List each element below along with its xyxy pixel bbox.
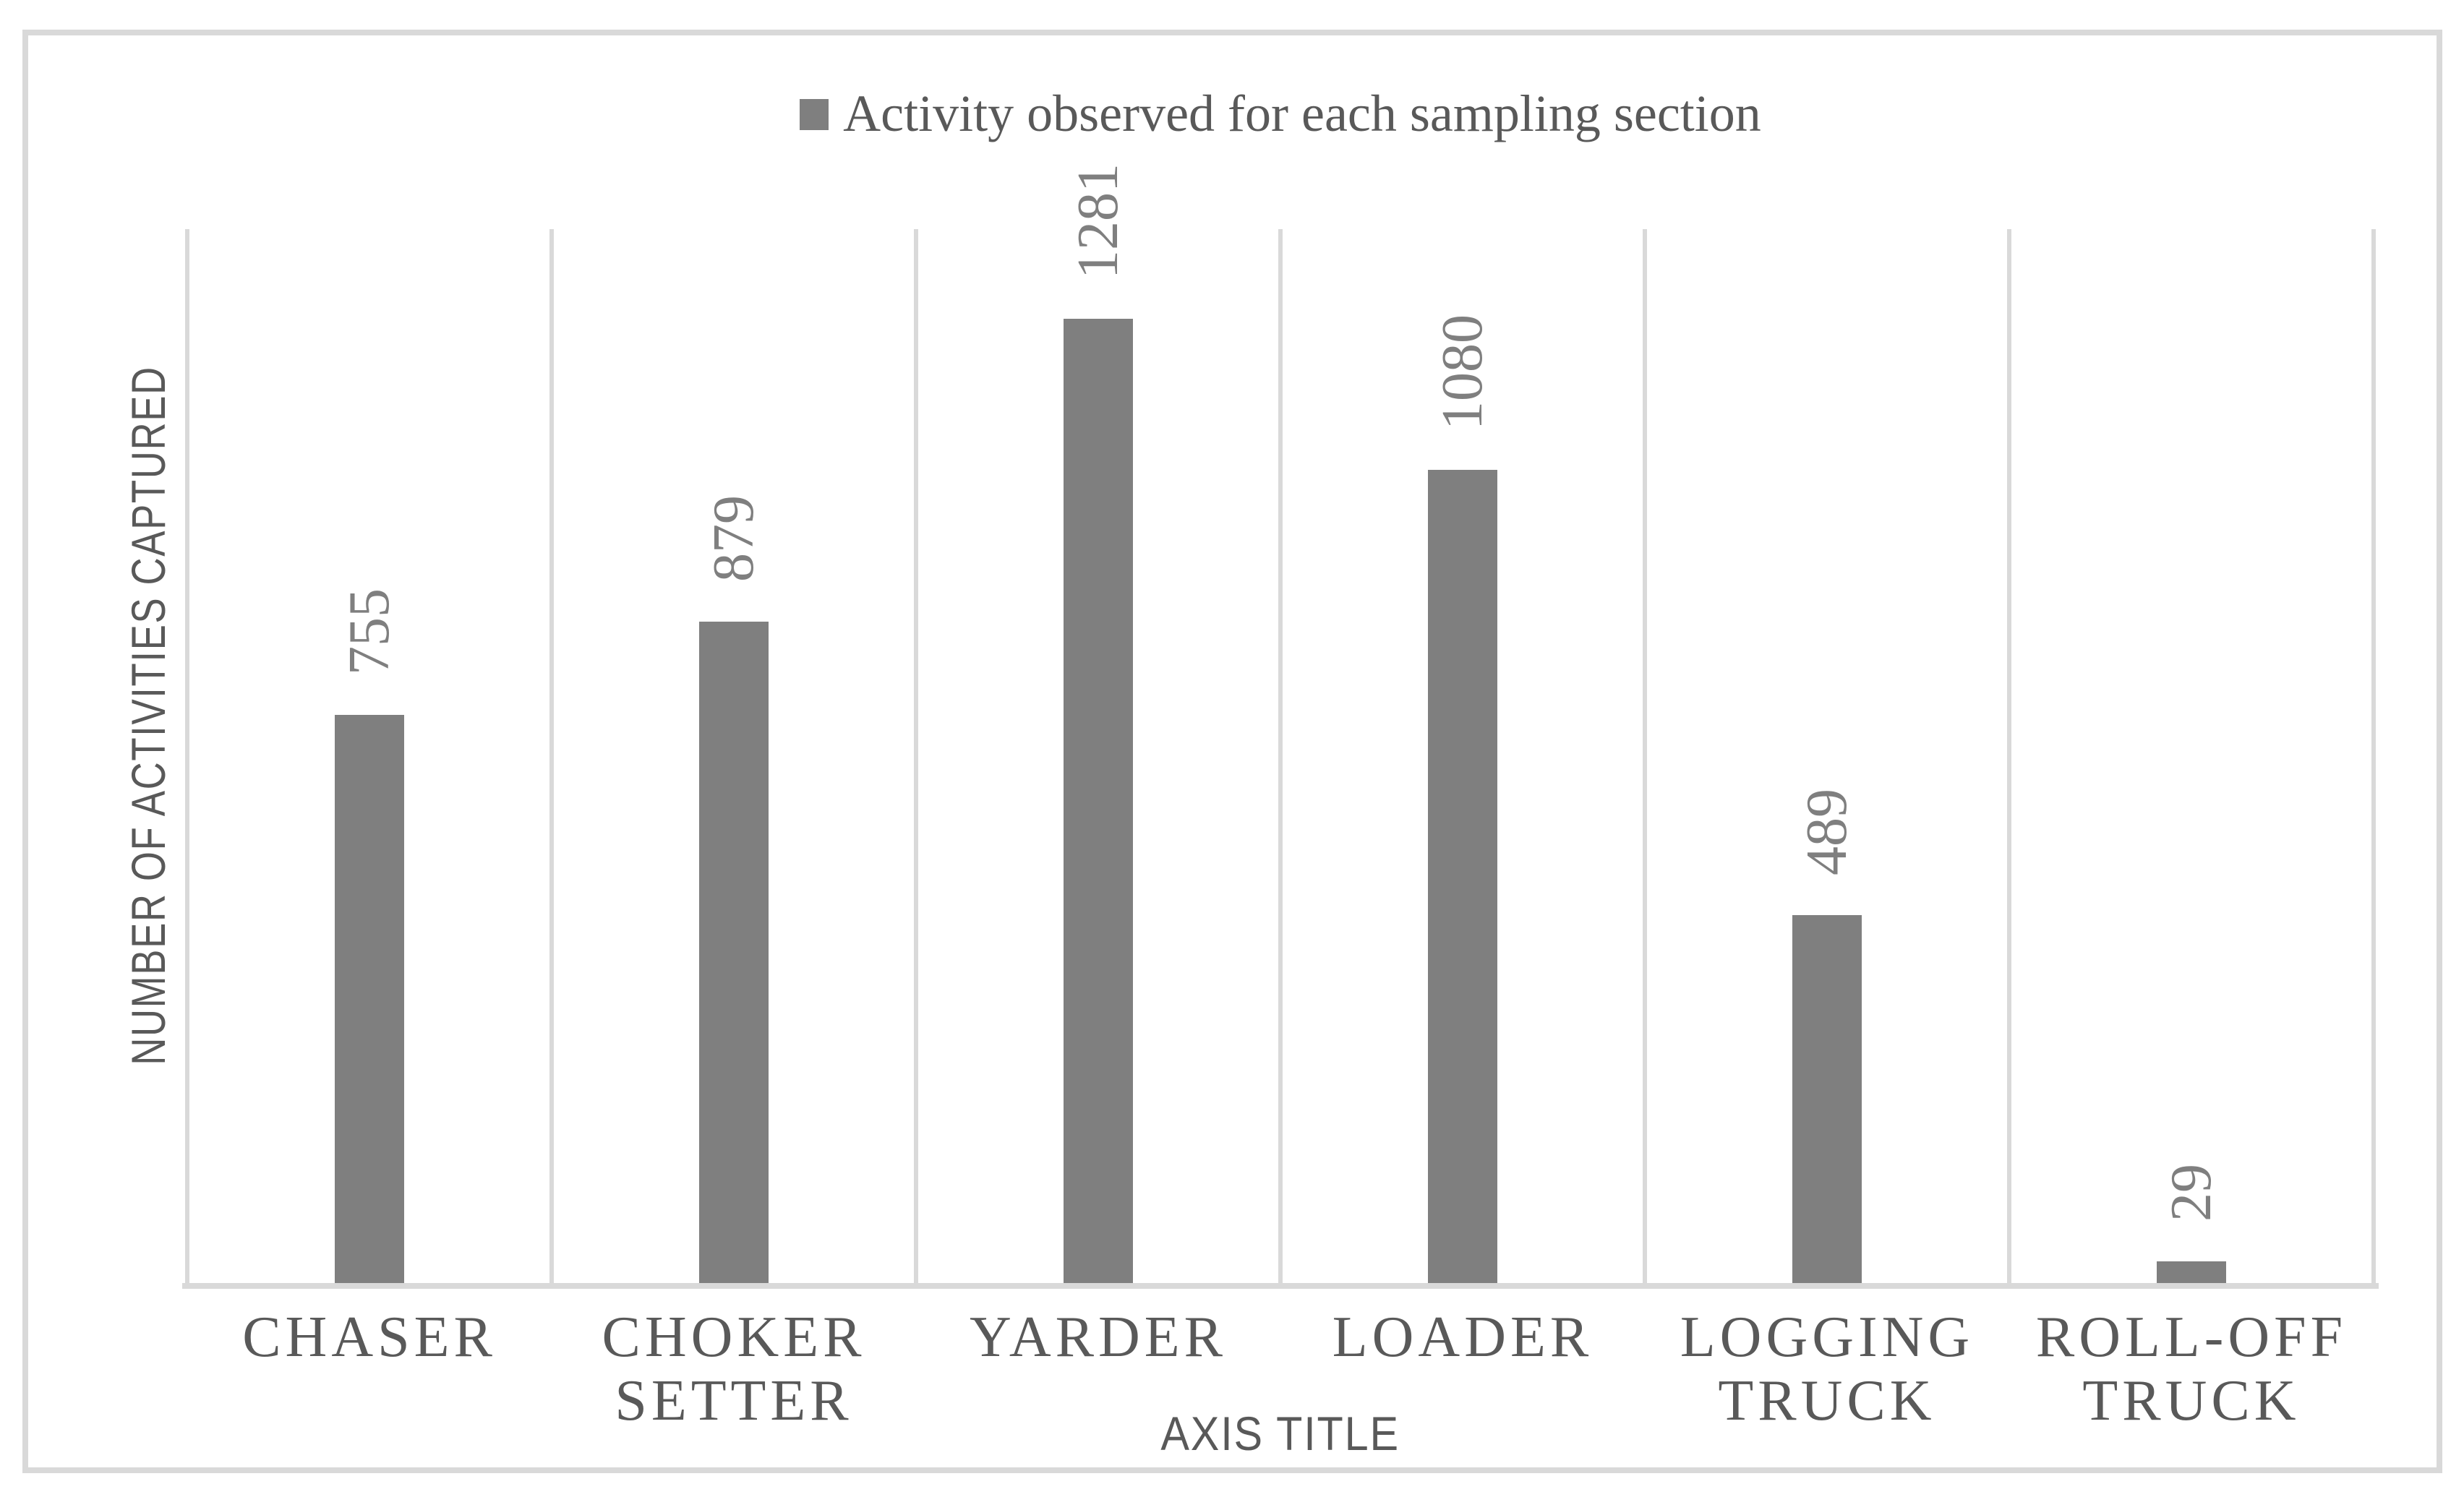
category-label: LOGGING TRUCK: [1680, 1305, 1975, 1433]
y-axis-title-text: NUMBER OF ACTIVITIES CAPTURED: [121, 366, 175, 1065]
bar: [2157, 1261, 2226, 1283]
gridline: [2371, 229, 2376, 1283]
gridline: [1278, 229, 1283, 1283]
category-label: YARDER: [969, 1305, 1228, 1369]
bar: [335, 715, 404, 1283]
category-label: CHOKER SETTER: [602, 1305, 866, 1433]
gridline: [185, 229, 189, 1283]
bar-value-label-text: 489: [1795, 789, 1859, 875]
gridline: [914, 229, 918, 1283]
legend-series-marker-icon: [800, 98, 829, 130]
bar: [1792, 915, 1862, 1283]
x-axis-category-labels: CHASER CHOKER SETTER YARDER LOADER LOGGING TRU…: [187, 1305, 2374, 1457]
gridline: [2007, 229, 2011, 1283]
x-axis-title: AXIS TITLE: [187, 1410, 2374, 1457]
bar-value-label-text: 1080: [1431, 314, 1494, 430]
bar-value-label-text: 879: [702, 495, 766, 582]
category-label: LOADER: [1332, 1305, 1594, 1369]
bar-value-label-text: 29: [2160, 1164, 2223, 1222]
bar: [1064, 319, 1133, 1283]
category-label: ROLL-OFF TRUCK: [2035, 1305, 2348, 1433]
legend: Activity observed for each sampling sect…: [187, 81, 2374, 147]
bar-value-label-text: 1281: [1066, 163, 1130, 279]
legend-label: Activity observed for each sampling sect…: [843, 85, 1761, 143]
category-label: CHASER: [242, 1305, 497, 1369]
bar: [699, 622, 769, 1283]
bar: [1428, 470, 1497, 1283]
gridline: [1643, 229, 1647, 1283]
gridline: [549, 229, 554, 1283]
bar-value-label-text: 755: [338, 588, 401, 675]
chart-border: [22, 30, 2442, 1473]
plot-area: 755 879 1281 1080 489 29: [182, 163, 2379, 1289]
x-axis-title-text: AXIS TITLE: [1160, 1407, 1400, 1460]
x-axis-line: [182, 1283, 2379, 1289]
